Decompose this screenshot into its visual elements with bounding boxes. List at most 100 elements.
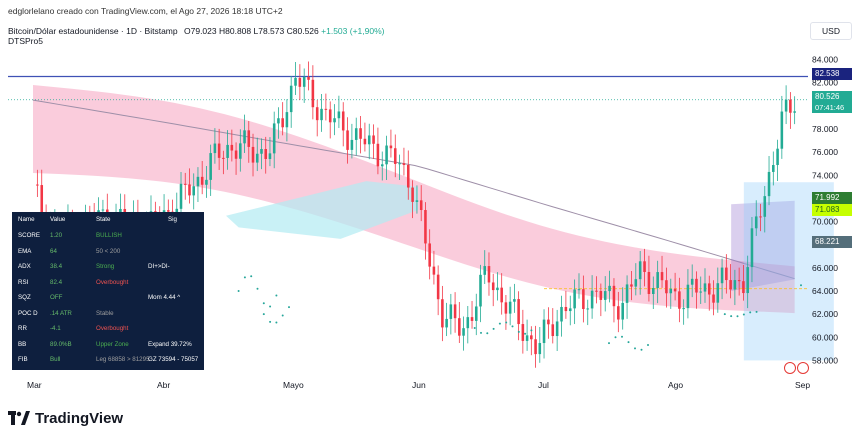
candle-body — [324, 108, 328, 110]
stats-state: Leg 68858 > 81295 — [96, 356, 150, 363]
stats-value: .14 ATR — [50, 309, 72, 317]
signal-dot — [627, 341, 630, 344]
candle-body — [695, 278, 698, 293]
stats-row: FIB Bull Leg 68858 > 81295 GZ 73594 - 75057 — [12, 354, 204, 366]
symbol-name[interactable]: Bitcoin/Dólar estadounidense · 1D · Bits… — [8, 26, 178, 36]
candle-body — [530, 335, 533, 340]
brand-name: TradingView — [35, 409, 124, 427]
signal-dot — [281, 314, 284, 317]
signal-dot — [530, 329, 533, 332]
candle-body — [230, 144, 234, 151]
stats-row: SCORE 1.20 BULLISH — [12, 230, 204, 242]
candle-body — [491, 282, 495, 291]
event-flag-icon[interactable] — [784, 362, 796, 374]
stats-name: RR — [18, 325, 27, 332]
stats-value: -4.1 — [50, 325, 61, 332]
candle-body — [183, 183, 187, 185]
candle-body — [419, 200, 423, 211]
candle-body — [716, 283, 720, 303]
candle-body — [217, 143, 221, 158]
signal-dot — [262, 313, 265, 316]
candle-body — [634, 279, 638, 287]
candle-body — [767, 171, 771, 197]
tradingview-logo[interactable]: TradingView — [8, 408, 123, 428]
candle-body — [36, 184, 39, 186]
candle-body — [673, 288, 677, 292]
signal-dot — [742, 313, 745, 316]
stats-name: EMA — [18, 247, 32, 255]
candle-body — [517, 299, 520, 325]
candle-body — [647, 271, 651, 294]
stats-state: 50 < 200 — [96, 247, 121, 255]
level-price-tag: 82.538 — [812, 68, 852, 80]
candle-body — [415, 200, 419, 202]
ohlc-high: H80.808 — [219, 26, 252, 36]
candle-body — [643, 261, 646, 272]
candle-body — [466, 317, 470, 329]
candle-body — [599, 290, 603, 300]
candle-body — [707, 283, 711, 295]
cloud-edge-line — [32, 99, 795, 280]
candle-body — [682, 308, 685, 310]
candle-body — [547, 319, 550, 325]
stats-name: FIB — [18, 356, 28, 363]
x-tick-label: Abr — [157, 380, 170, 390]
stats-name: BB — [18, 340, 27, 348]
candle-body — [281, 118, 284, 128]
candle-body — [432, 266, 436, 275]
stats-header-row: Name Value State Sig — [12, 214, 204, 226]
stats-name: RSI — [18, 278, 29, 286]
candle-body — [590, 290, 594, 309]
candle-body — [213, 143, 217, 154]
candle-body — [737, 280, 741, 282]
candle-body — [789, 99, 792, 113]
candle-body — [582, 289, 585, 310]
stats-row: EMA 64 50 < 200 — [12, 246, 204, 258]
y-tick-label: 66.000 — [812, 263, 838, 273]
candle-body — [119, 208, 122, 213]
candle-body — [750, 228, 754, 268]
signal-dot — [275, 321, 278, 324]
candle-body — [608, 285, 611, 292]
stats-value: 38.4 — [50, 263, 63, 270]
candle-body — [441, 299, 444, 328]
candle-body — [638, 261, 642, 280]
stats-row: SQZ OFF Mom 4.44 ^ — [12, 292, 204, 304]
candle-body — [712, 294, 715, 303]
candle-body — [725, 267, 728, 281]
candle-body — [784, 99, 788, 112]
y-tick-label: 84.000 — [812, 55, 838, 65]
candle-body — [363, 138, 367, 145]
stats-name: POC D — [18, 309, 38, 317]
signal-dot — [237, 290, 240, 292]
candle-body — [458, 318, 461, 336]
y-tick-label: 64.000 — [812, 286, 838, 296]
signal-dot — [492, 327, 495, 330]
stats-state: BULLISH — [96, 232, 122, 239]
candle-body — [428, 243, 431, 267]
signal-dot — [498, 322, 501, 325]
candle-body — [402, 163, 406, 166]
currency-label[interactable]: USD — [810, 22, 852, 40]
signal-dot — [505, 321, 508, 324]
y-tick-label: 82.000 — [812, 78, 838, 88]
candle-body — [389, 145, 393, 149]
candle-body — [285, 112, 289, 128]
x-tick-label: Jul — [538, 380, 549, 390]
y-tick-label: 74.000 — [812, 170, 838, 180]
candle-body — [521, 324, 525, 341]
y-tick-label: 58.000 — [812, 355, 838, 365]
stats-row: POC D .14 ATR Stable — [12, 308, 204, 320]
candle-body — [617, 306, 620, 320]
stats-sig: GZ 73594 - 75057 — [148, 356, 199, 363]
candle-body — [255, 153, 259, 163]
x-tick-label: Ago — [668, 380, 683, 390]
stats-value: 64 — [50, 247, 57, 255]
signal-dot — [634, 347, 636, 350]
indicator-name[interactable]: DTSPro5 — [8, 36, 43, 46]
x-tick-label: Sep — [795, 380, 810, 390]
event-flag-icon[interactable] — [797, 362, 809, 374]
candle-body — [508, 301, 512, 314]
signal-dot — [486, 332, 489, 335]
